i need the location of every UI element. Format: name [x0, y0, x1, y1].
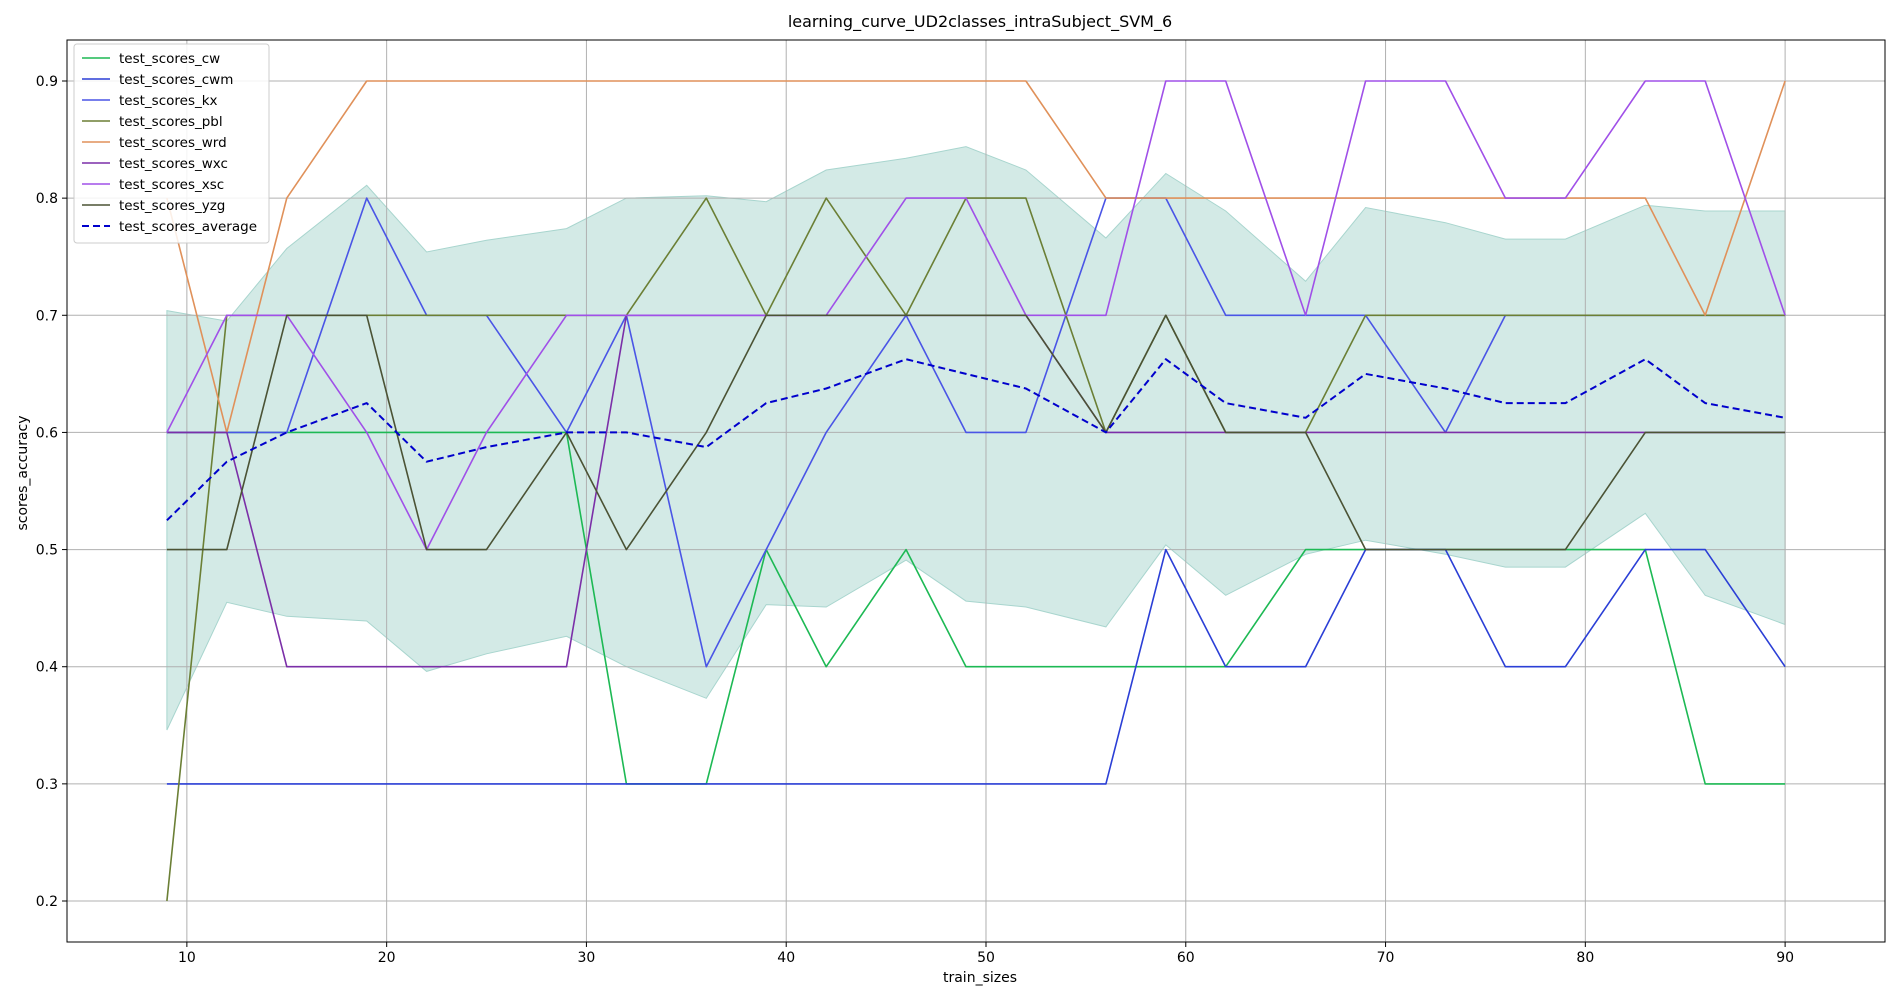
- legend-label: test_scores_yzg: [119, 198, 225, 214]
- x-tick-label: 60: [1177, 950, 1195, 966]
- y-tick-label: 0.4: [36, 660, 58, 676]
- series-layer: [166, 80, 1786, 902]
- y-tick-label: 0.6: [36, 425, 58, 441]
- legend-box: [73, 43, 270, 244]
- x-tick-label: 40: [777, 950, 795, 966]
- ticks-layer: 10 20 30 40 50 60 70 80 90 0.2 0.3 0.4 0.5 0.6 0.7 0.8 0…: [36, 74, 1794, 966]
- legend-label: test_scores_wrd: [119, 135, 227, 151]
- legend-label: test_scores_pbl: [119, 114, 223, 130]
- legend-label: test_scores_cwm: [119, 72, 233, 88]
- axes-layer: [66, 39, 1886, 943]
- legend-label: test_scores_kx: [119, 93, 218, 109]
- x-axis-label: train_sizes: [943, 970, 1017, 986]
- legend-label: test_scores_wxc: [119, 156, 228, 172]
- x-tick-label: 90: [1776, 950, 1794, 966]
- series-line-test-scores-average: [166, 358, 1786, 522]
- legend-label: test_scores_average: [119, 219, 257, 235]
- legend-label: test_scores_xsc: [119, 177, 224, 193]
- x-tick-label: 20: [378, 950, 396, 966]
- x-tick-label: 10: [178, 950, 196, 966]
- y-tick-label: 0.7: [36, 308, 58, 324]
- plot-frame: [66, 39, 1886, 943]
- y-tick-label: 0.3: [36, 777, 58, 793]
- chart-title: learning_curve_UD2classes_intraSubject_S…: [788, 12, 1172, 32]
- legend: test_scores_cw test_scores_cwm test_scores…: [73, 43, 270, 244]
- x-tick-label: 50: [977, 950, 995, 966]
- y-tick-label: 0.5: [36, 543, 58, 559]
- x-tick-label: 70: [1377, 950, 1395, 966]
- series-line-test-scores-cwm: [166, 548, 1786, 785]
- y-tick-label: 0.9: [36, 74, 58, 90]
- series-line-test-scores-yzg: [166, 314, 1786, 551]
- y-tick-label: 0.2: [36, 894, 58, 910]
- y-tick-label: 0.8: [36, 191, 58, 207]
- x-tick-label: 80: [1576, 950, 1594, 966]
- y-axis-label: scores_accuracy: [15, 415, 31, 530]
- x-tick-label: 30: [578, 950, 596, 966]
- legend-label: test_scores_cw: [119, 51, 220, 67]
